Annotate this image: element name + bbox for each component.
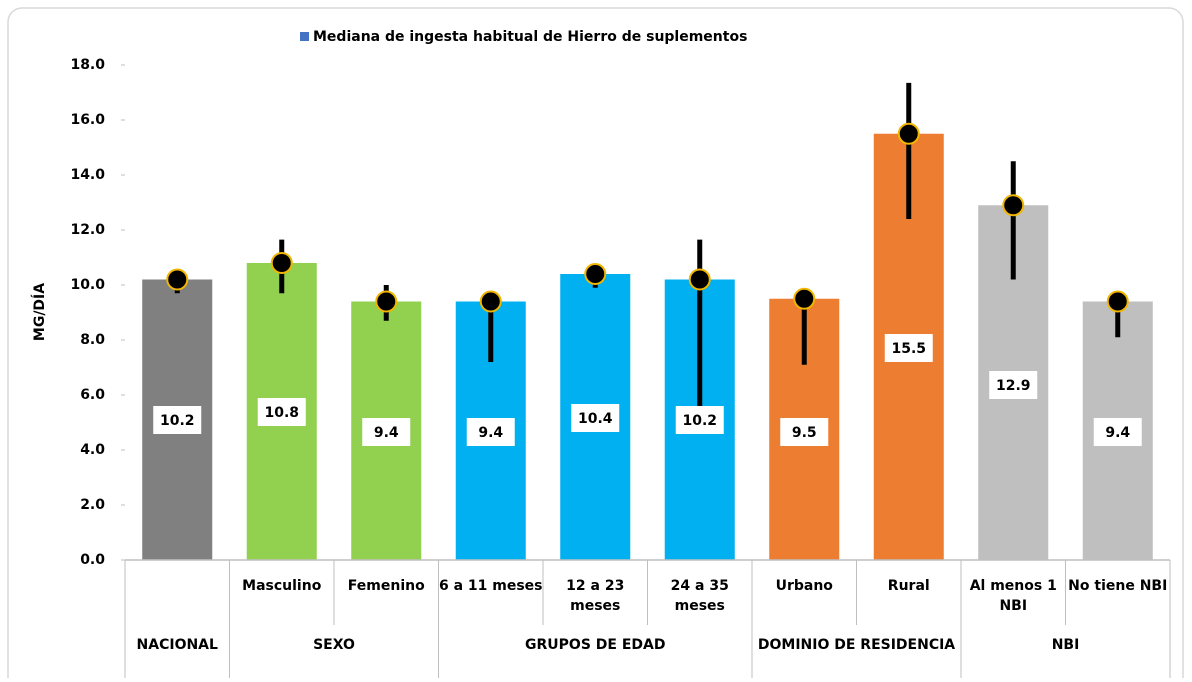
x-tick-label: Femenino bbox=[347, 578, 425, 594]
x-tick-label: Masculino bbox=[242, 578, 322, 594]
y-tick-label: 0.0 bbox=[80, 552, 105, 568]
median-dot bbox=[793, 287, 816, 310]
median-dot bbox=[1106, 290, 1129, 313]
median-dot bbox=[897, 122, 920, 145]
x-tick-label: Al menos 1 NBI bbox=[969, 578, 1057, 614]
y-axis-label: MG/DÍA bbox=[31, 283, 48, 341]
data-label: 12.9 bbox=[996, 378, 1031, 394]
data-label-box bbox=[153, 406, 202, 434]
median-dot bbox=[584, 263, 607, 285]
x-tick-label: Urbano bbox=[775, 578, 833, 594]
data-label-box bbox=[989, 371, 1038, 399]
median-dot bbox=[375, 290, 398, 313]
group-label: SEXO bbox=[313, 637, 355, 653]
y-tick-label: 4.0 bbox=[80, 442, 105, 458]
data-label: 10.2 bbox=[160, 413, 195, 429]
median-dot bbox=[270, 252, 293, 274]
data-label-box bbox=[257, 398, 306, 426]
x-tick-label: 24 a 35 meses bbox=[670, 578, 729, 614]
x-tick-label: Rural bbox=[887, 578, 930, 594]
data-label: 9.4 bbox=[1105, 425, 1130, 441]
data-label: 15.5 bbox=[891, 341, 926, 357]
legend-swatch bbox=[300, 32, 309, 41]
data-label: 9.5 bbox=[792, 425, 817, 441]
y-tick-label: 18.0 bbox=[70, 57, 105, 73]
median-dot bbox=[688, 268, 711, 291]
y-tick-label: 14.0 bbox=[70, 167, 105, 183]
data-label-box bbox=[362, 418, 411, 446]
y-tick-label: 6.0 bbox=[80, 387, 105, 403]
data-label-box bbox=[780, 418, 829, 446]
data-label: 10.2 bbox=[682, 413, 717, 429]
median-dot bbox=[479, 290, 502, 313]
data-label-box bbox=[675, 406, 724, 434]
x-tick-label: 12 a 23 meses bbox=[566, 578, 625, 614]
y-tick-label: 8.0 bbox=[80, 332, 105, 348]
group-label: NBI bbox=[1051, 637, 1080, 653]
data-label: 9.4 bbox=[374, 425, 399, 441]
y-tick-label: 10.0 bbox=[70, 277, 105, 293]
y-tick-label: 12.0 bbox=[70, 222, 105, 238]
data-label-box bbox=[571, 404, 620, 432]
y-tick-label: 2.0 bbox=[80, 497, 105, 513]
data-label: 10.8 bbox=[264, 405, 299, 421]
median-dot bbox=[1002, 194, 1025, 217]
x-tick-label: 6 a 11 meses bbox=[438, 578, 543, 594]
y-tick-label: 16.0 bbox=[70, 112, 105, 128]
data-label-box bbox=[884, 334, 933, 362]
legend-label: Mediana de ingesta habitual de Hierro de… bbox=[313, 29, 747, 45]
group-label: GRUPOS DE EDAD bbox=[525, 637, 666, 653]
data-label-box bbox=[1093, 418, 1142, 446]
data-label: 10.4 bbox=[578, 411, 613, 427]
x-tick-label: No tiene NBI bbox=[1068, 578, 1168, 594]
group-label: NACIONAL bbox=[136, 637, 218, 653]
group-label: DOMINIO DE RESIDENCIA bbox=[757, 637, 956, 653]
data-label: 9.4 bbox=[478, 425, 503, 441]
data-label-box bbox=[466, 418, 515, 446]
median-dot bbox=[166, 268, 189, 291]
